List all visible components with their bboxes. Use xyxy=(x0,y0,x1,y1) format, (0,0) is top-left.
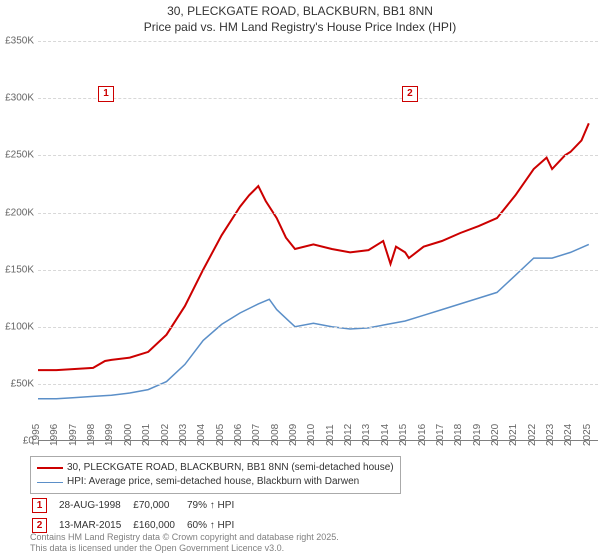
line-series-svg xyxy=(38,41,598,441)
legend-label: 30, PLECKGATE ROAD, BLACKBURN, BB1 8NN (… xyxy=(67,461,394,475)
license-line2: This data is licensed under the Open Gov… xyxy=(30,543,339,554)
x-axis-label: 2006 xyxy=(233,424,244,446)
y-gridline xyxy=(38,384,598,385)
x-axis-label: 2012 xyxy=(343,424,354,446)
y-axis-label: £250K xyxy=(5,150,34,161)
x-axis-label: 2018 xyxy=(453,424,464,446)
x-axis-label: 2011 xyxy=(325,425,336,447)
y-axis-label: £50K xyxy=(11,379,34,390)
x-axis-label: 1997 xyxy=(68,424,79,446)
legend-item-hpi: HPI: Average price, semi-detached house,… xyxy=(37,475,394,489)
x-axis-label: 2001 xyxy=(141,424,152,446)
y-axis-label: £350K xyxy=(5,36,34,47)
x-axis-label: 2003 xyxy=(178,424,189,446)
chart-title: 30, PLECKGATE ROAD, BLACKBURN, BB1 8NN P… xyxy=(0,0,600,35)
x-axis-label: 2000 xyxy=(123,424,134,446)
y-gridline xyxy=(38,213,598,214)
y-gridline xyxy=(38,98,598,99)
x-axis-label: 2025 xyxy=(582,424,593,446)
x-axis-label: 2009 xyxy=(288,424,299,446)
title-line1: 30, PLECKGATE ROAD, BLACKBURN, BB1 8NN xyxy=(0,4,600,20)
legend-swatch xyxy=(37,482,63,483)
y-gridline xyxy=(38,155,598,156)
y-gridline xyxy=(38,327,598,328)
x-axis-label: 1999 xyxy=(104,424,115,446)
marker-badge: 1 xyxy=(32,498,47,513)
x-axis-label: 2024 xyxy=(563,424,574,446)
x-axis-label: 2019 xyxy=(472,424,483,446)
x-axis-label: 2022 xyxy=(527,424,538,446)
y-axis-label: £100K xyxy=(5,321,34,332)
series-hpi xyxy=(38,245,589,399)
x-axis-label: 2016 xyxy=(417,424,428,446)
x-axis-label: 2004 xyxy=(196,424,207,446)
sale-vs-hpi: 79% ↑ HPI xyxy=(187,498,244,516)
x-axis-label: 1996 xyxy=(49,424,60,446)
y-axis-label: £200K xyxy=(5,207,34,218)
title-line2: Price paid vs. HM Land Registry's House … xyxy=(0,20,600,36)
table-row: 1 28-AUG-1998 £70,000 79% ↑ HPI xyxy=(32,498,244,516)
chart-marker: 2 xyxy=(402,86,418,102)
y-axis-label: £150K xyxy=(5,264,34,275)
chart-plot-area: £0£50K£100K£150K£200K£250K£300K£350K1995… xyxy=(38,41,598,441)
sale-price: £70,000 xyxy=(133,498,185,516)
x-axis-label: 1995 xyxy=(31,424,42,446)
legend: 30, PLECKGATE ROAD, BLACKBURN, BB1 8NN (… xyxy=(30,456,401,494)
x-axis-label: 2017 xyxy=(435,424,446,446)
x-axis-label: 2020 xyxy=(490,424,501,446)
license-text: Contains HM Land Registry data © Crown c… xyxy=(30,532,339,555)
x-axis-label: 2007 xyxy=(251,424,262,446)
series-price_paid xyxy=(38,123,589,370)
sale-date: 28-AUG-1998 xyxy=(59,498,131,516)
x-axis-label: 1998 xyxy=(86,424,97,446)
x-axis-label: 2015 xyxy=(398,424,409,446)
y-gridline xyxy=(38,41,598,42)
x-axis-label: 2013 xyxy=(361,424,372,446)
x-axis-label: 2008 xyxy=(270,424,281,446)
x-axis-label: 2014 xyxy=(380,424,391,446)
x-axis-label: 2023 xyxy=(545,424,556,446)
chart-marker: 1 xyxy=(98,86,114,102)
license-line1: Contains HM Land Registry data © Crown c… xyxy=(30,532,339,543)
x-axis-label: 2021 xyxy=(508,424,519,446)
legend-item-price-paid: 30, PLECKGATE ROAD, BLACKBURN, BB1 8NN (… xyxy=(37,461,394,475)
legend-swatch xyxy=(37,467,63,469)
legend-label: HPI: Average price, semi-detached house,… xyxy=(67,475,359,489)
marker-badge: 2 xyxy=(32,518,47,533)
y-axis-label: £300K xyxy=(5,93,34,104)
x-axis-label: 2010 xyxy=(306,424,317,446)
x-axis-label: 2005 xyxy=(215,424,226,446)
x-axis-label: 2002 xyxy=(160,424,171,446)
y-gridline xyxy=(38,270,598,271)
